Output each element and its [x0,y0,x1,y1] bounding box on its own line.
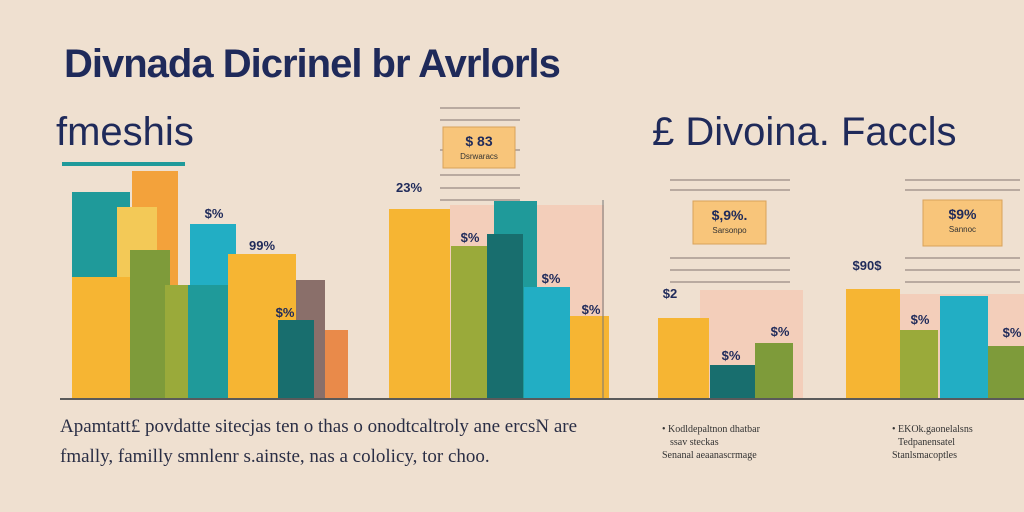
bar [524,287,570,398]
callout-value: $9% [948,206,977,222]
data-label: $% [461,230,480,245]
callout-box [692,200,767,245]
data-label: $% [276,305,295,320]
legend-item: Stanlsmacoptles [892,450,957,461]
data-label: $% [1003,325,1022,340]
callout-caption: Sannoc [949,225,976,234]
bar [658,318,709,398]
data-label: $% [722,348,741,363]
legend-item: Senanal aeaanascrmage [662,450,757,461]
legend-left: • Kodldepaltnon dhatbar ssav steckas Sen… [662,423,760,462]
bar [846,289,900,398]
legend-item: ssav steckas [670,437,719,448]
bar [130,250,170,398]
callout-box [442,126,516,169]
description-line-1: Apamtatt£ povdatte sitecjas ten o thas o… [60,416,578,437]
legend-item: • EKOk.gaonelalsns [892,424,973,435]
data-label: $% [582,302,601,317]
bar [188,285,228,398]
description-line-2: fmally, familly smnlenr s.ainste, nas a … [60,446,490,467]
bar [710,365,755,398]
subtitle-left: fmeshis [56,110,194,154]
callout-box [922,199,1003,247]
data-label: $% [542,271,561,286]
bar [325,330,348,398]
bar [165,285,188,398]
callout-value: $,9%. [712,207,748,223]
bar [72,277,130,398]
data-label: $90$ [853,258,883,273]
bar [900,330,938,398]
data-label: $% [771,324,790,339]
bar [940,296,988,398]
bar [755,343,793,398]
data-label: $2 [663,286,677,301]
legend-item: Tedpanensatel [898,437,956,448]
data-label: 23% [396,180,422,195]
callout-caption: Dsrwaracs [460,152,498,161]
legend-item: • Kodldepaltnon dhatbar [662,424,760,435]
page-title: Divnada Dicrinel br Avrlorls [64,42,561,86]
bar [451,246,487,398]
bar [988,346,1024,398]
bar [278,320,314,398]
data-label: $% [205,206,224,221]
legend-right: • EKOk.gaonelalsns Tedpanensatel Stanlsm… [892,423,973,462]
data-label: $% [911,312,930,327]
bar [487,234,523,398]
legend-swatch-bar [62,162,185,166]
bar [389,209,450,398]
data-label: 99% [249,238,275,253]
callout-value: $ 83 [465,133,492,149]
callout-caption: Sarsonpo [712,226,747,235]
subtitle-right: £ Divoina. Faccls [652,110,957,154]
